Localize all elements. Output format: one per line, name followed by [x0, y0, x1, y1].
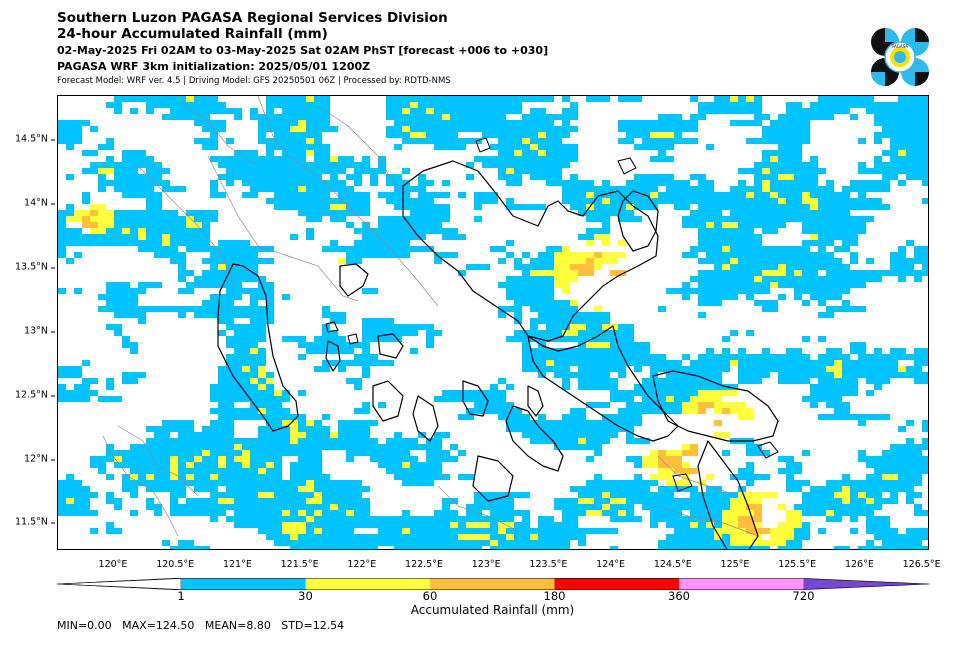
longitude-tick-label: 123.5°E — [529, 559, 568, 570]
coastlines — [217, 160, 779, 549]
svg-text:PAGASA: PAGASA — [892, 44, 908, 49]
latitude-tick-label: 12.5°N — [14, 389, 56, 401]
longitude-tick-label: 122.5°E — [405, 559, 443, 570]
latitude-tick-label: 13°N — [24, 325, 55, 337]
longitude-tick-label: 126°E — [844, 559, 874, 570]
forecast-period: 02-May-2025 Fri 02AM to 03-May-2025 Sat … — [57, 44, 549, 57]
longitude-tick-label: 121°E — [222, 559, 252, 570]
island-fragments — [325, 137, 779, 492]
longitude-tick-label: 120°E — [98, 559, 128, 570]
colorbar-tick-label: 360 — [668, 589, 690, 603]
latitude-tick-label: 13.5°N — [14, 261, 56, 273]
longitude-tick-label: 122°E — [347, 559, 377, 570]
colorbar-segment — [679, 578, 804, 590]
colorbar-tick-label: 30 — [298, 589, 313, 603]
rainfall-field — [58, 96, 928, 549]
colorbar-max-extension — [803, 578, 930, 590]
map-subtitle: 24-hour Accumulated Rainfall (mm) — [57, 26, 328, 42]
colorbar-segment — [181, 578, 306, 590]
colorbar-tick-label: 60 — [422, 589, 438, 603]
colorbar-min-extension — [57, 578, 182, 590]
statistics: MIN=0.00 MAX=124.50 MEAN=8.80 STD=12.54 — [57, 619, 345, 632]
colorbar-segment — [305, 578, 430, 590]
latitude-tick-label: 14.5°N — [14, 133, 56, 145]
longitude-tick-label: 120.5°E — [156, 559, 195, 570]
colorbar-label: Accumulated Rainfall (mm) — [410, 603, 575, 617]
longitude-tick-label: 121.5°E — [280, 559, 319, 570]
longitude-tick-label: 126.5°E — [902, 559, 941, 570]
colorbar-tick-label: 180 — [543, 589, 566, 603]
colorbar-tick-label: 720 — [792, 589, 815, 603]
rainfall-map — [57, 95, 929, 550]
longitude-tick-label: 124°E — [596, 559, 626, 570]
colorbar-segment — [554, 578, 679, 590]
latitude-tick-label: 12°N — [24, 453, 55, 465]
colorbar-segment — [430, 578, 555, 590]
map-title: Southern Luzon PAGASA Regional Services … — [57, 10, 448, 26]
longitude-tick-label: 125°E — [720, 559, 750, 570]
longitude-tick-label: 125.5°E — [778, 559, 817, 570]
colorbar-tick-label: 1 — [177, 589, 185, 603]
latitude-tick-label: 11.5°N — [14, 516, 56, 528]
latitude-tick-label: 14°N — [24, 197, 55, 209]
colorbar — [57, 578, 930, 590]
model-info: Forecast Model: WRF ver. 4.5 | Driving M… — [57, 76, 451, 86]
pagasa-logo-icon: PAGASA — [870, 27, 930, 87]
longitude-tick-label: 124.5°E — [653, 559, 692, 570]
province-borders — [102, 96, 759, 537]
longitude-tick-label: 123°E — [471, 559, 501, 570]
initialization-info: PAGASA WRF 3km initialization: 2025/05/0… — [57, 60, 371, 73]
